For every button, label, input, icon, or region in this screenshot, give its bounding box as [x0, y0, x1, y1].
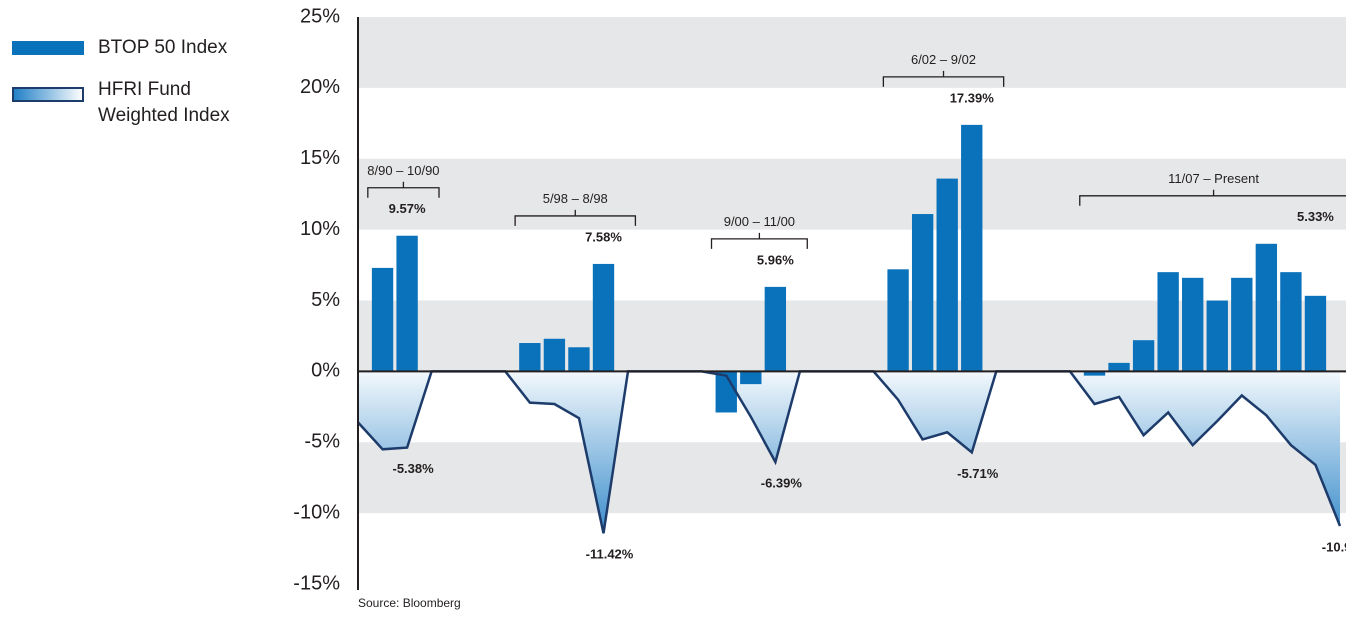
grid-band	[358, 442, 1346, 514]
area-fill	[358, 371, 1340, 534]
y-tick-label: -5%	[304, 431, 340, 453]
data-label: 9.57%	[389, 201, 426, 216]
bar	[740, 371, 762, 385]
y-tick-label: 25%	[300, 5, 340, 27]
bar	[764, 286, 787, 372]
bracket	[882, 70, 1005, 87]
source-note: Source: Bloomberg	[358, 596, 461, 610]
bar	[1157, 272, 1179, 372]
bar	[936, 178, 958, 372]
bar	[911, 214, 934, 372]
bracket	[1079, 189, 1346, 206]
data-label: 5.33%	[1297, 209, 1334, 224]
bar	[1255, 243, 1278, 372]
y-tick-label: 20%	[300, 76, 340, 98]
bracket	[367, 181, 440, 198]
data-label: -5.38%	[392, 461, 434, 476]
y-tick-label: 0%	[311, 360, 340, 382]
grid-band	[358, 158, 1346, 230]
y-tick-label: -15%	[293, 572, 340, 594]
bar	[961, 124, 983, 372]
data-label: 17.39%	[950, 90, 995, 105]
bar	[592, 263, 615, 372]
data-label: -11.42%	[586, 547, 634, 562]
legend-label: HFRI Fund Weighted Index	[98, 79, 230, 126]
bar	[887, 269, 909, 372]
data-label: 7.58%	[585, 229, 622, 244]
legend-label: BTOP 50 Index	[98, 37, 228, 58]
bar	[1108, 362, 1130, 372]
bar	[1231, 277, 1253, 372]
bar	[1280, 272, 1302, 372]
annotation: 6/02 – 9/02	[910, 51, 977, 67]
data-label: -5.71%	[957, 466, 999, 481]
bar	[1132, 340, 1155, 372]
grid-band	[358, 17, 1346, 88]
y-tick-label: -10%	[293, 501, 340, 523]
y-tick-label: 5%	[311, 289, 340, 311]
annotation: 5/98 – 8/98	[542, 190, 608, 206]
bar	[1083, 371, 1106, 376]
y-tick-label: 10%	[300, 218, 340, 240]
legend-swatch	[12, 41, 84, 55]
data-label: 5.96%	[757, 252, 794, 267]
bar	[1304, 295, 1327, 372]
annotation: 9/00 – 11/00	[723, 213, 796, 229]
bar	[519, 343, 541, 372]
annotation: 8/90 – 10/90	[367, 162, 440, 178]
bar	[715, 371, 737, 413]
bracket	[514, 209, 637, 226]
legend-swatch	[12, 87, 84, 102]
y-tick-label: 15%	[300, 147, 340, 169]
bar	[543, 338, 566, 372]
bar	[1182, 277, 1204, 372]
bar	[371, 267, 394, 372]
annotation: 11/07 – Present	[1168, 170, 1259, 186]
bar	[568, 347, 590, 372]
bracket	[710, 232, 808, 249]
data-label: -6.39%	[761, 475, 803, 490]
bar	[396, 235, 418, 372]
bar	[1206, 300, 1228, 372]
data-label: -10.91%	[1322, 539, 1346, 554]
